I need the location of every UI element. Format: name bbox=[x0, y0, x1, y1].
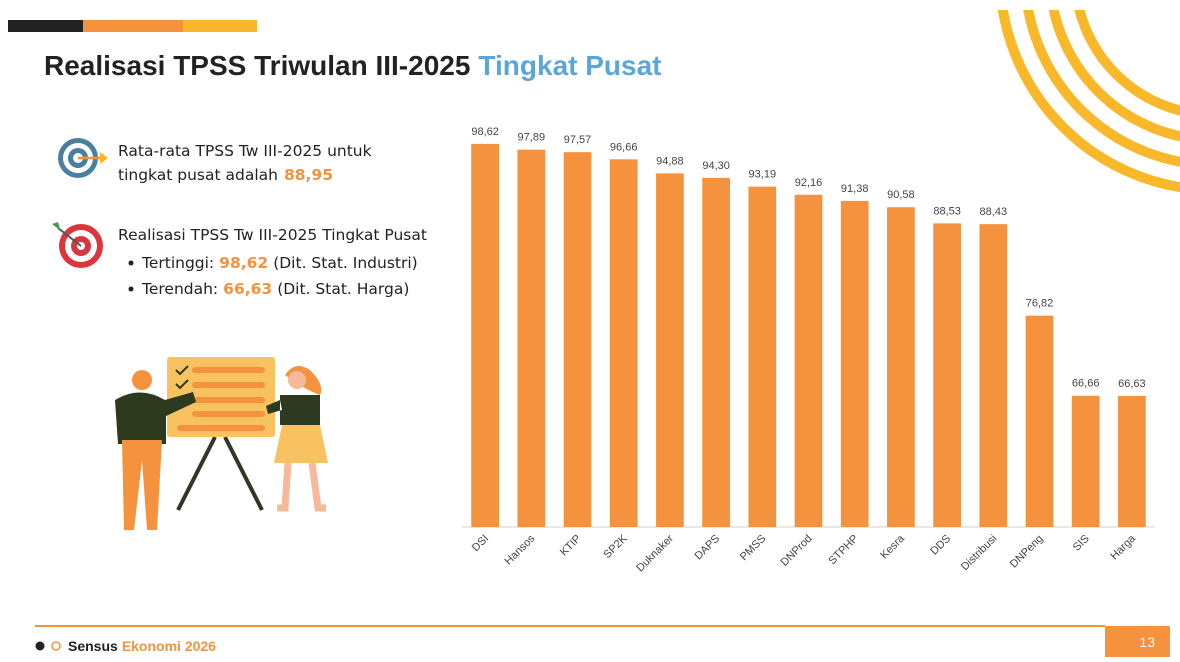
value-label: 94,88 bbox=[656, 155, 684, 167]
bar bbox=[471, 143, 499, 528]
bar bbox=[563, 152, 592, 527]
highest-label: Tertinggi: bbox=[141, 254, 214, 272]
strip-orange bbox=[83, 20, 183, 32]
x-tick-label: DNPeng bbox=[1008, 533, 1046, 571]
page-box bbox=[1105, 626, 1170, 657]
footer-dot bbox=[35, 641, 45, 651]
value-label: 97,57 bbox=[564, 134, 592, 146]
target-icon bbox=[58, 138, 108, 178]
detail-heading: Realisasi TPSS Tw III-2025 Tingkat Pusat bbox=[118, 226, 427, 244]
summary-value: 88,95 bbox=[284, 166, 333, 184]
bar bbox=[702, 177, 730, 527]
summary-line2: tingkat pusat adalah 88,95 bbox=[118, 166, 333, 184]
x-tick-label: Duknaker bbox=[634, 532, 676, 574]
brand-highlight: Ekonomi 2026 bbox=[122, 638, 216, 654]
x-tick-label: Hansos bbox=[503, 532, 538, 567]
bullet bbox=[128, 286, 134, 292]
bar bbox=[887, 207, 915, 527]
footer-brand: Sensus Ekonomi 2026 bbox=[68, 638, 216, 654]
value-label: 76,82 bbox=[1026, 298, 1054, 310]
value-label: 93,19 bbox=[749, 169, 777, 181]
brand: Sensus bbox=[68, 638, 118, 654]
footer-dot bbox=[51, 641, 61, 651]
bar bbox=[794, 194, 823, 527]
highest-value: 98,62 bbox=[219, 254, 268, 272]
x-tick-label: DAPS bbox=[693, 533, 723, 563]
title-main: Realisasi TPSS Triwulan III-2025 bbox=[44, 50, 470, 81]
x-tick-label: PMSS bbox=[738, 533, 769, 564]
bar bbox=[1025, 315, 1054, 527]
value-label: 91,38 bbox=[841, 183, 869, 195]
detail-highest: Tertinggi: 98,62 (Dit. Stat. Industri) bbox=[141, 254, 418, 272]
x-tick-label: DNProd bbox=[778, 533, 814, 569]
page-number: 13 bbox=[1139, 634, 1155, 650]
bar bbox=[656, 173, 684, 528]
bar bbox=[517, 149, 546, 527]
lowest-value: 66,63 bbox=[223, 280, 272, 298]
detail-lowest: Terendah: 66,63 (Dit. Stat. Harga) bbox=[141, 280, 409, 298]
decor-arcs bbox=[997, 10, 1180, 193]
strip-yellow bbox=[183, 20, 257, 32]
value-label: 96,66 bbox=[610, 141, 638, 153]
value-label: 88,43 bbox=[980, 206, 1008, 218]
x-tick-label: DDS bbox=[928, 533, 953, 558]
x-tick-label: Kesra bbox=[878, 532, 907, 561]
illustration bbox=[115, 357, 328, 530]
x-tick-label: STPHP bbox=[826, 533, 860, 567]
bar-chart: 98,62 DSI 97,89 Hansos 97,57 KTIP 96,66 SP2K 94,… bbox=[462, 126, 1155, 574]
value-label: 66,63 bbox=[1118, 378, 1146, 390]
summary-line1: Rata-rata TPSS Tw III-2025 untuk bbox=[118, 142, 372, 160]
slide-title: Realisasi TPSS Triwulan III-2025 Tingkat … bbox=[44, 50, 662, 81]
summary-text: tingkat pusat adalah bbox=[118, 166, 278, 184]
title-highlight: Tingkat Pusat bbox=[478, 50, 661, 81]
bar bbox=[933, 223, 961, 527]
value-label: 94,30 bbox=[702, 160, 730, 172]
bar bbox=[1071, 395, 1100, 527]
x-tick-label: Harga bbox=[1108, 532, 1138, 562]
highest-note: (Dit. Stat. Industri) bbox=[273, 254, 418, 272]
bar bbox=[840, 200, 869, 527]
bar bbox=[979, 224, 1008, 527]
dart-icon bbox=[52, 222, 103, 268]
x-tick-label: SP2K bbox=[601, 532, 630, 561]
value-label: 90,58 bbox=[887, 189, 915, 201]
bar bbox=[609, 159, 638, 527]
x-tick-label: Distribusi bbox=[959, 533, 999, 573]
lowest-label: Terendah: bbox=[141, 280, 218, 298]
value-label: 66,66 bbox=[1072, 378, 1100, 390]
bar bbox=[1118, 395, 1146, 527]
x-tick-label: KTIP bbox=[558, 533, 584, 559]
bar bbox=[748, 186, 777, 528]
value-label: 97,89 bbox=[518, 132, 546, 144]
lowest-note: (Dit. Stat. Harga) bbox=[277, 280, 409, 298]
bullet bbox=[128, 260, 134, 266]
value-label: 88,53 bbox=[933, 205, 961, 217]
value-label: 98,62 bbox=[471, 126, 499, 138]
strip-black bbox=[8, 20, 83, 32]
x-tick-label: SIS bbox=[1071, 533, 1092, 554]
value-label: 92,16 bbox=[795, 177, 823, 189]
x-tick-label: DSI bbox=[470, 533, 491, 554]
